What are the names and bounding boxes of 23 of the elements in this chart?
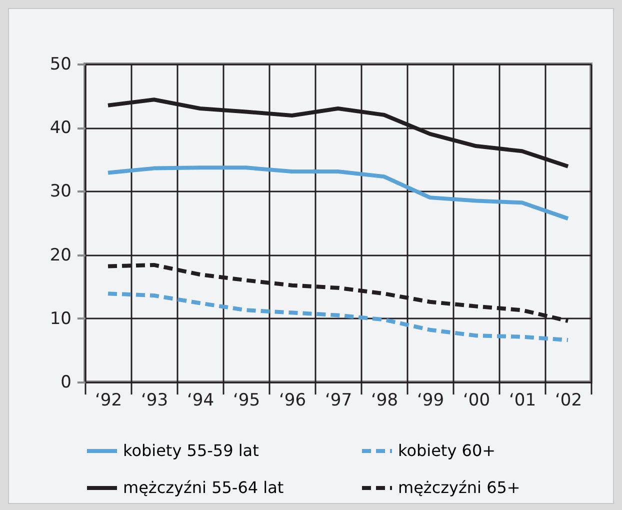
x-tick-label: ‘99 (416, 390, 444, 410)
y-tick-label: 10 (50, 308, 72, 329)
x-tick-label: ‘98 (370, 390, 398, 410)
x-tick-label: ‘97 (324, 390, 352, 410)
y-tick-label: 0 (60, 372, 72, 392)
x-tick-label: ‘00 (462, 390, 490, 410)
x-tick-label: ‘95 (232, 390, 260, 410)
x-tick-label: ‘01 (508, 390, 536, 410)
legend-label: mężczyźni 55-64 lat (123, 478, 284, 497)
y-tick-label: 50 (50, 54, 72, 74)
x-tick-label: ‘92 (94, 390, 122, 410)
x-tick-label: ‘96 (278, 390, 306, 410)
y-tick-label: 30 (50, 182, 72, 202)
legend-label: kobiety 60+ (398, 441, 496, 460)
y-tick-label: 20 (50, 245, 72, 266)
line-series (106, 292, 570, 342)
legend-label: kobiety 55-59 lat (123, 441, 259, 460)
legend-label: mężczyźni 65+ (398, 478, 520, 497)
y-tick-label: 40 (50, 118, 72, 138)
x-tick-label: ‘02 (554, 390, 582, 410)
line-series (106, 166, 570, 221)
x-tick-label: ‘94 (186, 390, 214, 410)
x-tick-label: ‘93 (140, 390, 168, 410)
